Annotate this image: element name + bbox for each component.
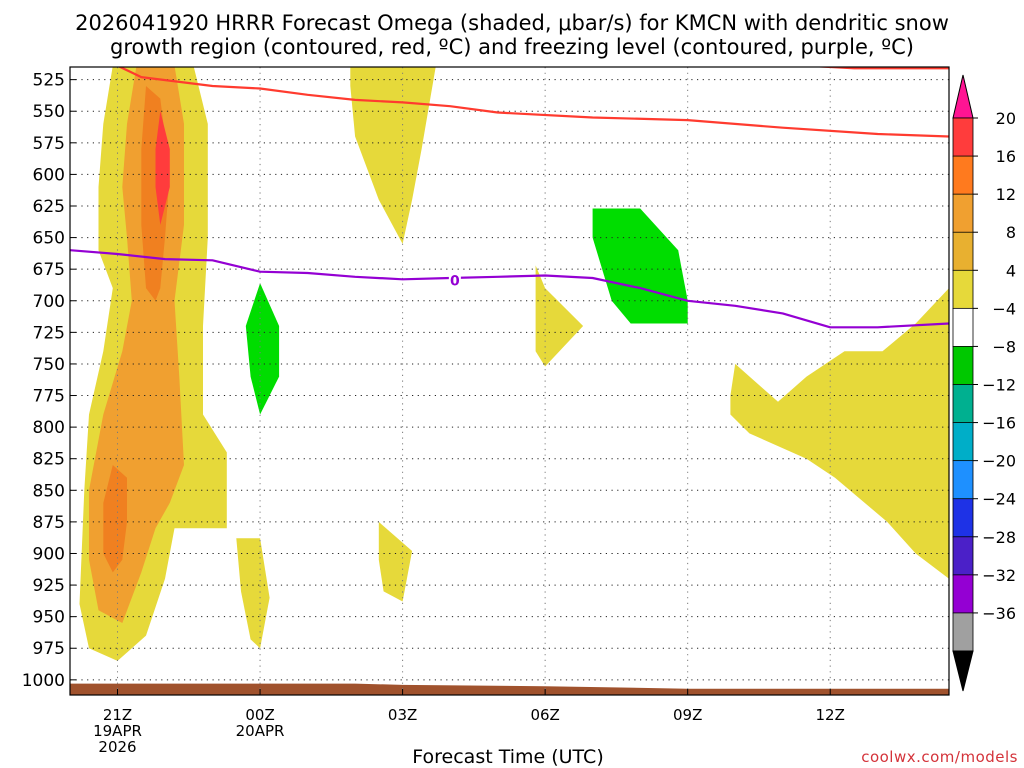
y-tick-label: 550	[33, 102, 65, 122]
omega-region	[245, 283, 280, 415]
y-tick-label: 575	[33, 134, 65, 154]
colorbar-swatch	[952, 384, 974, 424]
colorbar-swatch	[952, 193, 974, 233]
colorbar-min-triangle	[952, 650, 974, 692]
colorbar-label: 8	[1006, 223, 1016, 242]
y-tick-label: 900	[33, 544, 65, 564]
colorbar-label: 16	[996, 147, 1016, 166]
freezing-level-line	[70, 249, 949, 329]
x-tick-label: 12Z	[816, 706, 845, 724]
colorbar-label: −4	[992, 299, 1016, 318]
omega-region	[378, 521, 413, 602]
y-tick-label: 850	[33, 481, 65, 501]
colorbar-swatch	[952, 269, 974, 310]
y-tick-label: 700	[33, 292, 65, 312]
y-tick-label: 750	[33, 355, 65, 375]
freezing-level-label: 0	[450, 273, 460, 289]
colorbar-label: −24	[982, 490, 1016, 509]
colorbar-label: 4	[1006, 261, 1016, 280]
colorbar-swatch	[952, 307, 974, 348]
watermark: coolwx.com/models	[861, 748, 1018, 766]
colorbar-swatch	[952, 574, 974, 614]
x-tick-label: 2026	[98, 738, 136, 756]
x-tick-label: 21Z	[103, 706, 132, 724]
omega-region	[592, 208, 688, 324]
contour-lines: 0	[70, 67, 949, 329]
ground-surface	[70, 683, 949, 695]
y-tick-label: 950	[33, 608, 65, 628]
colorbar-label: −12	[982, 376, 1016, 395]
colorbar-label: 20	[996, 109, 1016, 128]
colorbar-swatch	[952, 155, 974, 195]
colorbar-swatch	[952, 231, 974, 271]
omega-region	[350, 67, 436, 244]
omega-shading	[70, 67, 949, 695]
y-tick-label: 625	[33, 197, 65, 217]
y-tick-label: 925	[33, 576, 65, 596]
x-tick-label: 20APR	[236, 722, 285, 740]
y-tick-label: 525	[33, 71, 65, 91]
y-tick-label: 600	[33, 165, 65, 185]
y-tick-label: 1000	[22, 671, 65, 691]
chart-title-line-1: 2026041920 HRRR Forecast Omega (shaded, …	[75, 11, 949, 35]
y-tick-label: 825	[33, 450, 65, 470]
x-tick-label: 06Z	[530, 706, 559, 724]
colorbar-label: −20	[982, 452, 1016, 471]
chart-title-line-2: growth region (contoured, red, ºC) and f…	[110, 35, 914, 59]
colorbar-swatch	[952, 346, 974, 386]
axes: 525 550 575 600 625 650 675 700 725 750 775 800 825 8…	[22, 71, 845, 756]
gridlines	[70, 67, 949, 695]
colorbar-label: −8	[992, 337, 1016, 356]
y-tick-label: 875	[33, 513, 65, 533]
colorbar-swatch	[952, 422, 974, 462]
colorbar-label: 12	[996, 185, 1016, 204]
y-tick-label: 975	[33, 639, 65, 659]
colorbar-swatch	[952, 612, 974, 652]
colorbar-label: −28	[982, 528, 1016, 547]
colorbar-label: −36	[982, 604, 1016, 623]
y-tick-label: 675	[33, 260, 65, 280]
colorbar-swatch	[952, 536, 974, 576]
omega-region	[236, 538, 270, 649]
dgz-contour-line	[810, 67, 949, 70]
y-tick-label: 775	[33, 387, 65, 407]
y-tick-label: 725	[33, 323, 65, 343]
x-tick-label: 09Z	[673, 706, 702, 724]
x-tick-label: 00Z	[245, 706, 274, 724]
colorbar-swatch	[952, 117, 974, 157]
omega-region	[535, 265, 584, 367]
x-tick-label: 03Z	[388, 706, 417, 724]
dgz-contour-line	[117, 67, 949, 138]
y-tick-label: 650	[33, 229, 65, 249]
x-tick-label: 19APR	[93, 722, 142, 740]
colorbar-label: −32	[982, 566, 1016, 585]
colorbar-swatch	[952, 460, 974, 500]
omega-region	[103, 465, 127, 573]
colorbar-max-triangle	[952, 74, 974, 119]
freezing-label-bg	[448, 270, 461, 288]
omega-region	[155, 111, 170, 225]
y-tick-label: 800	[33, 418, 65, 438]
colorbar-swatch	[952, 498, 974, 538]
plot-frame	[69, 66, 950, 696]
omega-region	[730, 288, 949, 579]
colorbar: 20 16 12 8 4 −4 −8 −12 −16 −20 −24 −28 −32 −36	[952, 74, 1016, 692]
colorbar-label: −16	[982, 414, 1016, 433]
x-axis-label: Forecast Time (UTC)	[412, 746, 603, 768]
